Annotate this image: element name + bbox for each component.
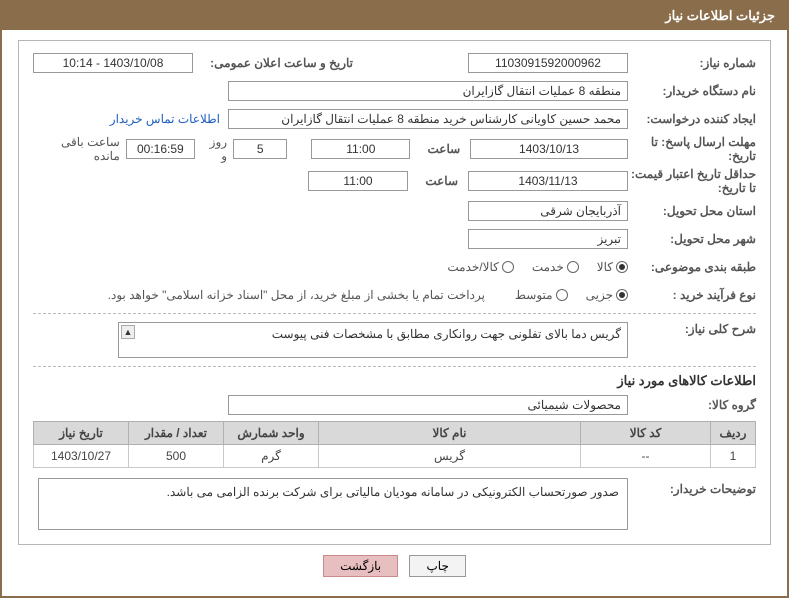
requester-field: محمد حسین کاویانی کارشناس خرید منطقه 8 ع… [228, 109, 628, 129]
time-left-suffix: ساعت باقی مانده [33, 135, 120, 163]
row-validity: حداقل تاریخ اعتبار قیمت: تا تاریخ: 1403/… [33, 167, 756, 195]
payment-note: پرداخت تمام یا بخشی از مبلغ خرید، از محل… [108, 288, 485, 302]
need-number-label: شماره نیاز: [628, 56, 756, 70]
category-label: طبقه بندی موضوعی: [628, 260, 756, 274]
row-requester: ایجاد کننده درخواست: محمد حسین کاویانی ک… [33, 107, 756, 131]
row-notes: توضیحات خریدار: صدور صورتحساب الکترونیکی… [33, 478, 756, 530]
th-row: ردیف [711, 422, 756, 445]
items-section-title: اطلاعات کالاهای مورد نیاز [33, 373, 756, 389]
row-category: طبقه بندی موضوعی: کالا خدمت کالا/خدمت [33, 255, 756, 279]
notes-label: توضیحات خریدار: [628, 478, 756, 496]
th-qty: تعداد / مقدار [129, 422, 224, 445]
td-row: 1 [711, 445, 756, 468]
desc-label: شرح کلی نیاز: [628, 322, 756, 336]
row-process: نوع فرآیند خرید : جزیی متوسط پرداخت تمام… [33, 283, 756, 307]
province-label: استان محل تحویل: [628, 204, 756, 218]
radio-partial[interactable]: جزیی [586, 288, 628, 302]
th-unit: واحد شمارش [224, 422, 319, 445]
td-code: -- [581, 445, 711, 468]
reply-deadline-label: مهلت ارسال پاسخ: تا تاریخ: [628, 135, 756, 163]
radio-service[interactable]: خدمت [532, 260, 579, 274]
table-header-row: ردیف کد کالا نام کالا واحد شمارش تعداد /… [34, 422, 756, 445]
public-ann-label: تاریخ و ساعت اعلان عمومی: [193, 56, 353, 70]
reply-hour-field: 11:00 [311, 139, 410, 159]
days-and-text: روز و [201, 135, 227, 163]
notes-text: صدور صورتحساب الکترونیکی در سامانه مودیا… [167, 485, 619, 499]
radio-both[interactable]: کالا/خدمت [447, 260, 513, 274]
city-label: شهر محل تحویل: [628, 232, 756, 246]
time-left-field: 00:16:59 [126, 139, 195, 159]
main-panel: جزئیات اطلاعات نیاز شماره نیاز: 11030915… [0, 0, 789, 598]
requester-label: ایجاد کننده درخواست: [628, 112, 756, 126]
radio-medium[interactable]: متوسط [515, 288, 568, 302]
row-reply-deadline: مهلت ارسال پاسخ: تا تاریخ: 1403/10/13 سا… [33, 135, 756, 163]
panel-header: جزئیات اطلاعات نیاز [2, 2, 787, 30]
row-description: شرح کلی نیاز: گریس دما بالای تفلونی جهت … [33, 313, 756, 367]
process-label: نوع فرآیند خرید : [628, 288, 756, 302]
row-province: استان محل تحویل: آذربایجان شرقی [33, 199, 756, 223]
td-qty: 500 [129, 445, 224, 468]
content-area: شماره نیاز: 1103091592000962 تاریخ و ساع… [2, 30, 787, 596]
hour-label-1: ساعت [410, 142, 460, 156]
buyer-org-field: منطقه 8 عملیات انتقال گازایران [228, 81, 628, 101]
need-number-field: 1103091592000962 [468, 53, 628, 73]
td-name: گریس [319, 445, 581, 468]
row-group: گروه کالا: محصولات شیمیائی [33, 393, 756, 417]
province-field: آذربایجان شرقی [468, 201, 628, 221]
city-field: تبریز [468, 229, 628, 249]
td-unit: گرم [224, 445, 319, 468]
row-city: شهر محل تحویل: تبریز [33, 227, 756, 251]
panel-title: جزئیات اطلاعات نیاز [665, 8, 775, 23]
row-buyer-org: نام دستگاه خریدار: منطقه 8 عملیات انتقال… [33, 79, 756, 103]
radio-goods[interactable]: کالا [597, 260, 628, 274]
notes-textarea[interactable]: صدور صورتحساب الکترونیکی در سامانه مودیا… [38, 478, 628, 530]
th-name: نام کالا [319, 422, 581, 445]
desc-text: گریس دما بالای تفلونی جهت روانکاری مطابق… [272, 327, 621, 341]
radio-dot-icon [567, 261, 579, 273]
days-field: 5 [233, 139, 287, 159]
group-field: محصولات شیمیائی [228, 395, 628, 415]
group-label: گروه کالا: [628, 398, 756, 412]
table-row: 1 -- گریس گرم 500 1403/10/27 [34, 445, 756, 468]
validity-hour-field: 11:00 [308, 171, 408, 191]
public-ann-field: 1403/10/08 - 10:14 [33, 53, 193, 73]
reply-date-field: 1403/10/13 [470, 139, 628, 159]
category-radio-group: کالا خدمت کالا/خدمت [447, 260, 628, 274]
th-date: تاریخ نیاز [34, 422, 129, 445]
radio-dot-icon [616, 261, 628, 273]
th-code: کد کالا [581, 422, 711, 445]
radio-dot-icon [556, 289, 568, 301]
desc-textarea[interactable]: گریس دما بالای تفلونی جهت روانکاری مطابق… [118, 322, 628, 358]
items-table: ردیف کد کالا نام کالا واحد شمارش تعداد /… [33, 421, 756, 468]
back-button[interactable]: بازگشت [323, 555, 398, 577]
td-date: 1403/10/27 [34, 445, 129, 468]
row-need-number: شماره نیاز: 1103091592000962 تاریخ و ساع… [33, 51, 756, 75]
radio-dot-icon [502, 261, 514, 273]
radio-dot-icon [616, 289, 628, 301]
hour-label-2: ساعت [408, 174, 458, 188]
contact-link[interactable]: اطلاعات تماس خریدار [110, 112, 220, 126]
validity-date-field: 1403/11/13 [468, 171, 628, 191]
button-row: چاپ بازگشت [18, 545, 771, 581]
process-radio-group: جزیی متوسط [515, 288, 628, 302]
form-container: شماره نیاز: 1103091592000962 تاریخ و ساع… [18, 40, 771, 545]
print-button[interactable]: چاپ [409, 555, 465, 577]
scroll-up-icon[interactable]: ▲ [121, 325, 135, 339]
validity-label: حداقل تاریخ اعتبار قیمت: تا تاریخ: [628, 167, 756, 195]
buyer-org-label: نام دستگاه خریدار: [628, 84, 756, 98]
